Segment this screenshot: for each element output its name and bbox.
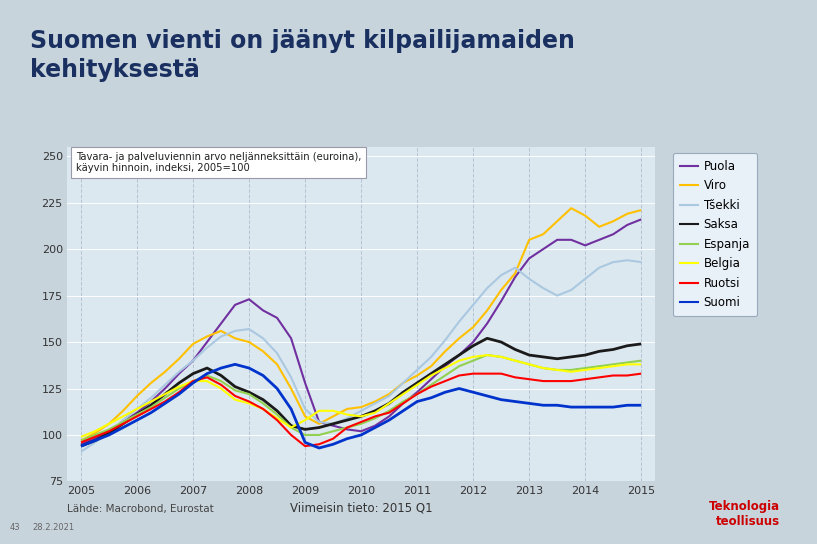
Text: Teknologia
teollisuus: Teknologia teollisuus xyxy=(709,500,780,528)
Text: 43: 43 xyxy=(10,523,20,532)
Text: Tavara- ja palveluviennin arvo neljänneksittäin (euroina),
käyvin hinnoin, indek: Tavara- ja palveluviennin arvo neljännek… xyxy=(76,152,361,174)
Legend: Puola, Viro, Tšekki, Saksa, Espanja, Belgia, Ruotsi, Suomi: Puola, Viro, Tšekki, Saksa, Espanja, Bel… xyxy=(673,153,757,317)
Text: 28.2.2021: 28.2.2021 xyxy=(33,523,75,532)
X-axis label: Viimeisin tieto: 2015 Q1: Viimeisin tieto: 2015 Q1 xyxy=(290,501,432,514)
Text: Lähde: Macrobond, Eurostat: Lähde: Macrobond, Eurostat xyxy=(67,504,214,514)
Text: Suomen vienti on jäänyt kilpailijamaiden
kehityksestä: Suomen vienti on jäänyt kilpailijamaiden… xyxy=(29,29,574,82)
